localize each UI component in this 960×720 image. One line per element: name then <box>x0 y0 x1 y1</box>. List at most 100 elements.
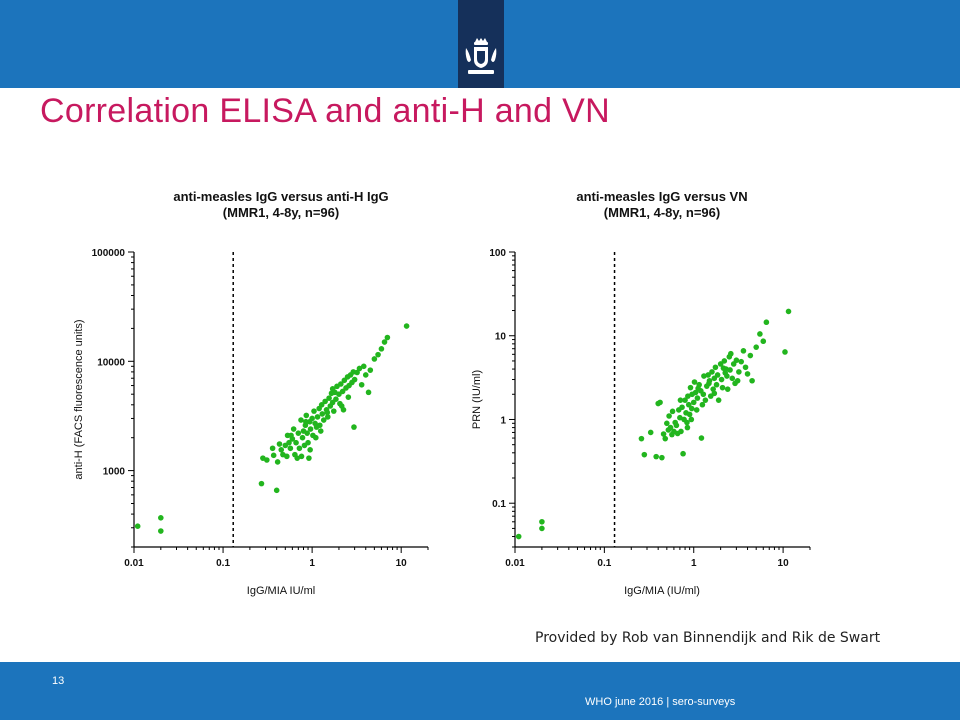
data-point <box>322 398 328 405</box>
data-point <box>694 395 701 401</box>
data-point <box>684 424 691 431</box>
header-bar <box>0 0 960 88</box>
data-point <box>727 367 733 373</box>
y-tick-label: 100000 <box>92 248 126 259</box>
data-point <box>699 401 706 408</box>
data-point <box>673 422 680 429</box>
data-point <box>384 334 391 341</box>
x-tick-label: 10 <box>778 558 790 569</box>
data-point <box>664 420 670 427</box>
data-point <box>313 434 319 441</box>
x-tick-label: 0.1 <box>597 558 611 569</box>
data-point <box>288 432 294 439</box>
data-point <box>695 385 701 392</box>
data-point <box>686 411 693 418</box>
data-point <box>358 381 365 388</box>
page-number: 13 <box>52 675 65 687</box>
data-point <box>700 391 707 398</box>
data-point <box>782 349 788 355</box>
chart-title: anti-measles IgG versus VN <box>576 189 747 204</box>
chart-subtitle: (MMR1, 4-8y, n=96) <box>604 205 720 220</box>
data-point <box>684 419 690 426</box>
data-point <box>378 346 385 352</box>
data-point <box>298 417 304 423</box>
data-point <box>685 393 691 399</box>
data-point <box>757 331 763 337</box>
x-tick-label: 0.01 <box>505 558 525 569</box>
y-axis-label: anti-H (FACS fluorescence units) <box>73 319 85 479</box>
data-point <box>763 319 770 326</box>
data-point <box>715 397 722 403</box>
data-point <box>702 397 709 403</box>
data-point <box>264 457 270 463</box>
chart-title: anti-measles IgG versus anti-H IgG <box>173 189 388 204</box>
data-point <box>729 375 736 382</box>
x-tick-label: 1 <box>309 558 315 569</box>
y-tick-label: 100 <box>489 248 506 259</box>
data-point <box>760 338 767 345</box>
data-point <box>515 533 522 540</box>
data-point <box>659 454 665 461</box>
slide-title: Correlation ELISA and anti-H and VN <box>40 92 610 130</box>
data-point <box>326 395 332 401</box>
data-point <box>734 377 741 384</box>
data-point <box>738 358 745 365</box>
data-point <box>719 384 726 391</box>
x-tick-label: 10 <box>396 558 408 569</box>
data-point <box>314 414 321 420</box>
data-point <box>688 405 695 412</box>
data-point <box>158 514 164 521</box>
footer-bar: 13 WHO june 2016 | sero-surveys <box>0 662 960 720</box>
data-point <box>351 376 358 383</box>
data-point <box>338 403 345 409</box>
data-point <box>662 435 669 442</box>
data-point <box>742 364 749 371</box>
data-point <box>313 424 320 430</box>
data-point <box>306 455 312 461</box>
chart-1: anti-measles IgG versus anti-H IgG(MMR1,… <box>73 189 429 597</box>
data-point <box>345 394 352 400</box>
data-point <box>677 397 684 403</box>
royal-crest-icon <box>465 38 497 74</box>
x-tick-label: 0.01 <box>124 558 144 569</box>
data-point <box>309 415 315 422</box>
data-point <box>647 429 654 436</box>
data-point <box>733 357 740 364</box>
data-point <box>360 363 367 370</box>
data-point <box>296 445 303 452</box>
data-point <box>682 397 688 403</box>
data-point <box>294 455 301 461</box>
data-point <box>351 424 357 430</box>
data-point <box>744 371 751 377</box>
y-tick-label: 1 <box>500 415 506 426</box>
data-point <box>641 451 648 458</box>
data-point <box>307 446 313 453</box>
y-axis-label: PRN (IU/ml) <box>471 370 483 429</box>
data-point <box>666 413 672 419</box>
data-point <box>717 361 724 367</box>
data-point <box>381 339 388 345</box>
data-point <box>290 426 297 432</box>
data-point <box>709 369 715 375</box>
data-point <box>158 528 164 534</box>
data-point <box>657 399 663 406</box>
data-point <box>638 435 645 442</box>
data-point <box>691 379 698 385</box>
data-point <box>329 386 336 392</box>
data-point <box>338 381 344 387</box>
data-point <box>677 414 683 421</box>
data-point <box>718 376 725 383</box>
data-point <box>295 430 302 436</box>
data-point <box>749 377 755 384</box>
data-point <box>724 386 731 392</box>
data-point <box>304 430 310 436</box>
data-point <box>714 372 721 378</box>
data-point <box>785 308 792 315</box>
data-point <box>320 417 327 423</box>
data-point <box>728 350 734 357</box>
data-point <box>539 518 545 525</box>
data-point <box>307 426 314 432</box>
data-point <box>711 390 718 397</box>
data-point <box>753 344 759 350</box>
data-point <box>286 439 292 446</box>
